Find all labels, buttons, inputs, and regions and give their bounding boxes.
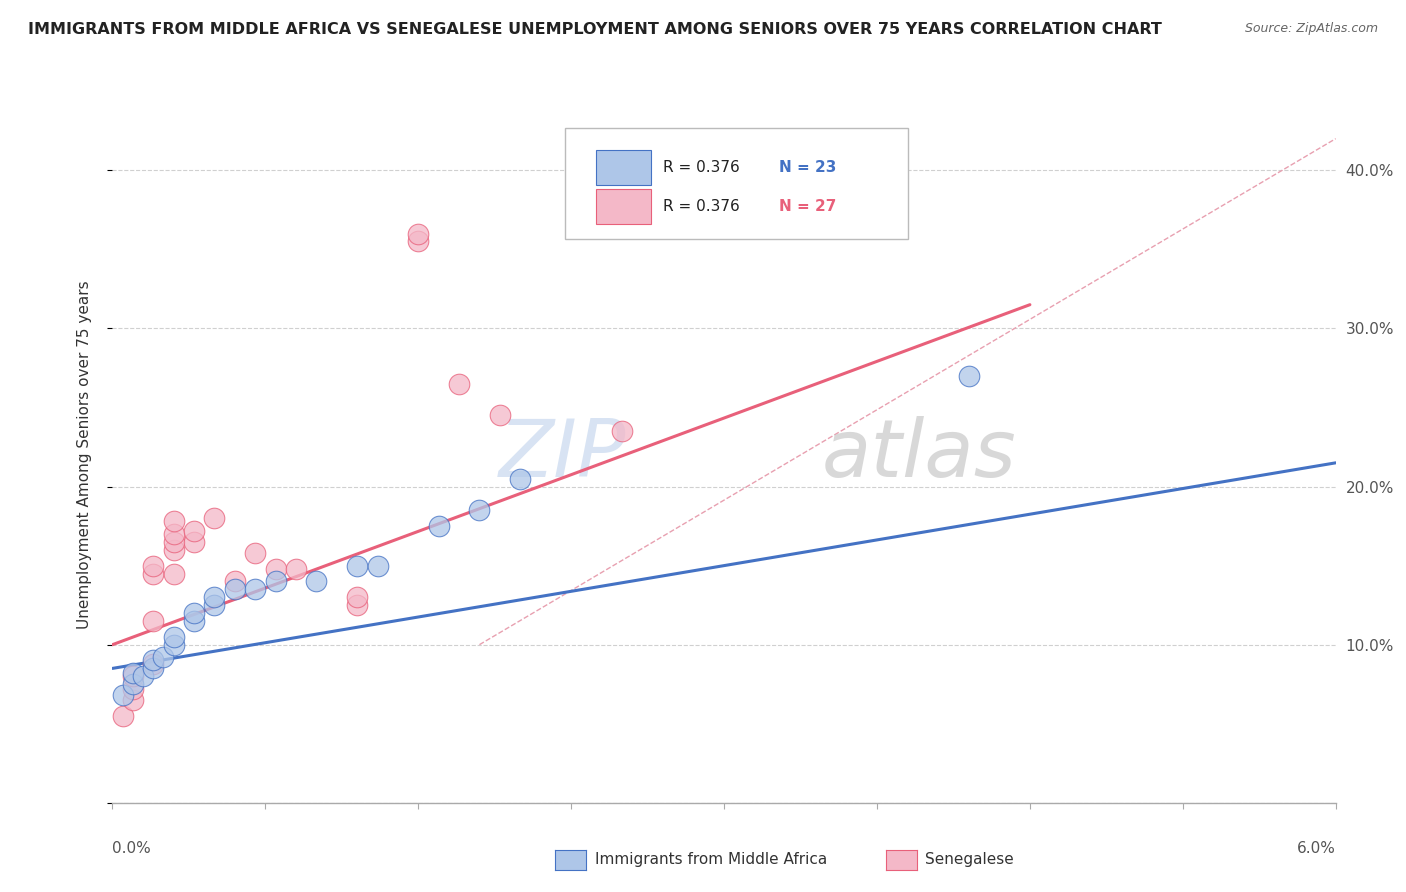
Point	[183, 614, 205, 628]
Point	[346, 598, 368, 612]
FancyBboxPatch shape	[565, 128, 908, 239]
Point	[183, 606, 205, 620]
Point	[449, 376, 471, 391]
Point	[142, 657, 165, 671]
Point	[163, 527, 186, 541]
Point	[427, 519, 450, 533]
Point	[489, 409, 512, 423]
Point	[264, 562, 287, 576]
Point	[183, 524, 205, 538]
Text: IMMIGRANTS FROM MIDDLE AFRICA VS SENEGALESE UNEMPLOYMENT AMONG SENIORS OVER 75 Y: IMMIGRANTS FROM MIDDLE AFRICA VS SENEGAL…	[28, 22, 1161, 37]
Point	[224, 582, 246, 597]
Text: ZIP: ZIP	[499, 416, 626, 494]
Point	[204, 511, 226, 525]
Point	[367, 558, 389, 573]
Point	[122, 677, 145, 691]
FancyBboxPatch shape	[596, 189, 651, 224]
Point	[264, 574, 287, 589]
Point	[152, 650, 174, 665]
Point	[163, 630, 186, 644]
Point	[163, 566, 186, 581]
Point	[305, 574, 328, 589]
Point	[346, 558, 368, 573]
Text: N = 23: N = 23	[779, 160, 837, 175]
Point	[163, 514, 186, 528]
Text: Immigrants from Middle Africa: Immigrants from Middle Africa	[595, 853, 827, 867]
Point	[612, 424, 634, 438]
Point	[204, 598, 226, 612]
Text: Source: ZipAtlas.com: Source: ZipAtlas.com	[1244, 22, 1378, 36]
Point	[245, 582, 267, 597]
Point	[163, 534, 186, 549]
FancyBboxPatch shape	[596, 150, 651, 185]
Point	[122, 693, 145, 707]
Point	[957, 368, 980, 383]
Point	[111, 708, 134, 723]
Point	[408, 235, 430, 249]
Point	[163, 542, 186, 557]
Text: Senegalese: Senegalese	[925, 853, 1014, 867]
Point	[183, 534, 205, 549]
Point	[224, 574, 246, 589]
Point	[142, 566, 165, 581]
Y-axis label: Unemployment Among Seniors over 75 years: Unemployment Among Seniors over 75 years	[77, 281, 91, 629]
Point	[284, 562, 308, 576]
Point	[111, 688, 134, 702]
Point	[122, 666, 145, 681]
Point	[142, 653, 165, 667]
Point	[245, 546, 267, 560]
Point	[132, 669, 155, 683]
Text: R = 0.376: R = 0.376	[664, 199, 740, 214]
Text: atlas: atlas	[823, 416, 1017, 494]
Point	[204, 591, 226, 605]
Point	[142, 558, 165, 573]
Text: 0.0%: 0.0%	[112, 841, 152, 856]
Text: 6.0%: 6.0%	[1296, 841, 1336, 856]
Point	[408, 227, 430, 241]
Point	[142, 614, 165, 628]
Text: R = 0.376: R = 0.376	[664, 160, 740, 175]
Text: N = 27: N = 27	[779, 199, 837, 214]
Point	[163, 638, 186, 652]
Point	[509, 472, 531, 486]
Point	[142, 661, 165, 675]
Point	[346, 591, 368, 605]
Point	[122, 669, 145, 683]
Point	[468, 503, 491, 517]
Point	[122, 681, 145, 696]
